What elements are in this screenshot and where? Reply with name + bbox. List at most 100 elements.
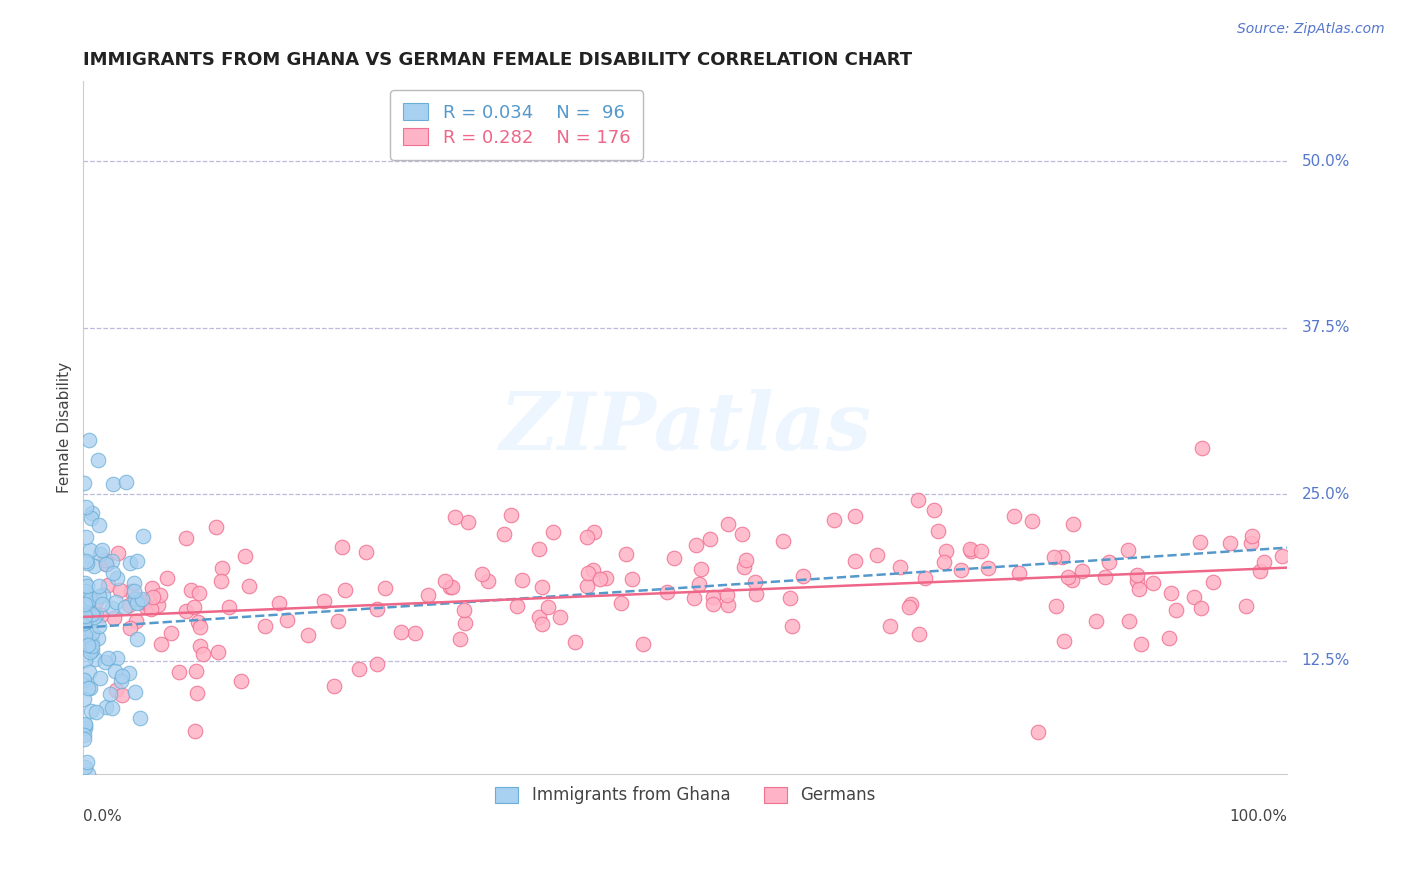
- Point: [84, 652, 107, 666]
- Point: [73, 616, 96, 631]
- Point: [174, 531, 197, 545]
- Point: [101, 566, 124, 580]
- Point: [1157, 631, 1180, 645]
- Point: [253, 619, 276, 633]
- Point: [1191, 441, 1213, 455]
- Point: [114, 475, 136, 489]
- Point: [127, 596, 149, 610]
- Point: [1026, 724, 1049, 739]
- Point: [174, 604, 197, 618]
- Point: [83, 609, 105, 624]
- Text: 50.0%: 50.0%: [1302, 153, 1350, 169]
- Point: [76, 638, 98, 652]
- Text: 0.0%: 0.0%: [83, 809, 122, 824]
- Point: [101, 554, 124, 568]
- Point: [492, 527, 515, 541]
- Point: [86, 453, 108, 467]
- Point: [614, 547, 637, 561]
- Point: [1160, 586, 1182, 600]
- Point: [735, 553, 758, 567]
- Point: [330, 540, 353, 554]
- Point: [444, 509, 467, 524]
- Point: [184, 664, 207, 678]
- Point: [1021, 514, 1043, 528]
- Text: Source: ZipAtlas.com: Source: ZipAtlas.com: [1237, 22, 1385, 37]
- Point: [238, 579, 260, 593]
- Point: [156, 571, 179, 585]
- Point: [80, 511, 103, 525]
- Point: [82, 625, 104, 640]
- Point: [87, 579, 110, 593]
- Point: [101, 601, 124, 615]
- Point: [510, 573, 533, 587]
- Point: [1164, 603, 1187, 617]
- Point: [111, 669, 134, 683]
- Point: [595, 571, 617, 585]
- Point: [416, 588, 439, 602]
- Point: [82, 642, 104, 657]
- Point: [333, 583, 356, 598]
- Point: [184, 724, 207, 739]
- Point: [900, 598, 922, 612]
- Text: 12.5%: 12.5%: [1302, 654, 1350, 668]
- Point: [898, 599, 921, 614]
- Point: [80, 636, 103, 650]
- Point: [323, 679, 346, 693]
- Point: [73, 630, 96, 644]
- Point: [1240, 529, 1263, 543]
- Point: [366, 657, 388, 672]
- Point: [621, 572, 644, 586]
- Point: [908, 627, 931, 641]
- Point: [844, 508, 866, 523]
- Point: [94, 656, 117, 670]
- Point: [101, 701, 124, 715]
- Y-axis label: Female Disability: Female Disability: [58, 362, 72, 493]
- Point: [1070, 564, 1092, 578]
- Point: [104, 664, 127, 678]
- Point: [77, 665, 100, 680]
- Point: [107, 546, 129, 560]
- Point: [1002, 508, 1025, 523]
- Point: [127, 595, 149, 609]
- Point: [441, 580, 464, 594]
- Point: [191, 647, 214, 661]
- Point: [1240, 536, 1263, 550]
- Point: [79, 543, 101, 558]
- Point: [1142, 575, 1164, 590]
- Point: [128, 711, 150, 725]
- Point: [1126, 567, 1149, 582]
- Point: [190, 620, 212, 634]
- Point: [73, 597, 96, 611]
- Point: [75, 576, 97, 591]
- Point: [209, 574, 232, 588]
- Point: [105, 682, 128, 697]
- Point: [120, 621, 142, 635]
- Point: [1045, 599, 1067, 614]
- Point: [733, 559, 755, 574]
- Point: [717, 598, 740, 612]
- Point: [89, 547, 111, 561]
- Point: [702, 597, 724, 611]
- Point: [1085, 614, 1108, 628]
- Point: [73, 731, 96, 746]
- Point: [75, 653, 97, 667]
- Point: [582, 524, 605, 539]
- Point: [94, 557, 117, 571]
- Point: [505, 599, 527, 614]
- Point: [1008, 566, 1031, 580]
- Point: [823, 513, 845, 527]
- Point: [907, 492, 929, 507]
- Point: [90, 607, 112, 622]
- Point: [79, 681, 101, 695]
- Point: [80, 639, 103, 653]
- Point: [977, 561, 1000, 575]
- Text: 25.0%: 25.0%: [1302, 487, 1350, 502]
- Point: [79, 645, 101, 659]
- Point: [104, 595, 127, 609]
- Point: [792, 569, 814, 583]
- Point: [75, 500, 97, 515]
- Point: [132, 594, 155, 608]
- Legend: Immigrants from Ghana, Germans: Immigrants from Ghana, Germans: [485, 776, 886, 814]
- Point: [76, 579, 98, 593]
- Point: [75, 590, 97, 604]
